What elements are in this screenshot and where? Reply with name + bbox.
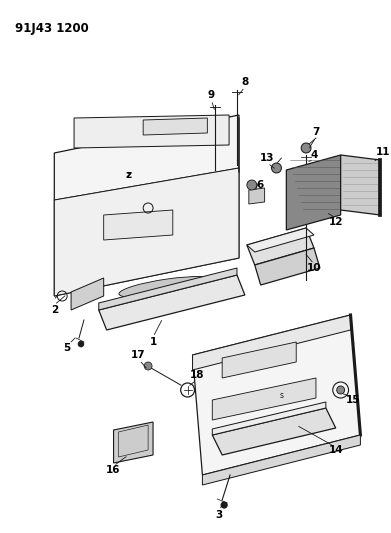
Circle shape xyxy=(144,362,152,370)
Text: 6: 6 xyxy=(256,180,263,190)
Polygon shape xyxy=(249,188,265,204)
Circle shape xyxy=(301,143,311,153)
Text: s: s xyxy=(280,391,283,400)
Text: 9: 9 xyxy=(208,90,215,100)
Polygon shape xyxy=(104,210,173,240)
Polygon shape xyxy=(192,315,350,370)
Polygon shape xyxy=(74,115,229,148)
Text: 2: 2 xyxy=(51,305,58,315)
Polygon shape xyxy=(203,435,361,485)
Text: 8: 8 xyxy=(241,77,249,87)
Polygon shape xyxy=(247,228,314,265)
Polygon shape xyxy=(212,378,316,420)
Polygon shape xyxy=(286,155,341,230)
Text: 13: 13 xyxy=(259,153,274,163)
Text: 12: 12 xyxy=(328,217,343,227)
Polygon shape xyxy=(255,248,320,285)
Text: 5: 5 xyxy=(63,343,71,353)
Circle shape xyxy=(271,163,282,173)
Text: 3: 3 xyxy=(215,510,223,520)
Polygon shape xyxy=(247,228,314,252)
Text: 18: 18 xyxy=(190,370,205,380)
Polygon shape xyxy=(99,268,237,310)
Circle shape xyxy=(247,180,257,190)
Polygon shape xyxy=(113,422,153,463)
Text: 17: 17 xyxy=(131,350,145,360)
Polygon shape xyxy=(192,315,361,475)
Text: 1: 1 xyxy=(149,337,157,347)
Text: 91J43 1200: 91J43 1200 xyxy=(15,22,88,35)
Polygon shape xyxy=(341,155,380,215)
Polygon shape xyxy=(54,115,239,296)
Polygon shape xyxy=(143,118,207,135)
Text: z: z xyxy=(126,171,131,180)
Polygon shape xyxy=(222,342,296,378)
Text: 10: 10 xyxy=(307,263,321,273)
Text: 15: 15 xyxy=(346,395,361,405)
Text: 14: 14 xyxy=(328,445,343,455)
Circle shape xyxy=(78,341,84,347)
Text: z: z xyxy=(125,170,131,180)
Circle shape xyxy=(337,386,344,394)
Circle shape xyxy=(221,502,227,508)
Polygon shape xyxy=(212,402,326,435)
Ellipse shape xyxy=(226,415,313,435)
Text: 4: 4 xyxy=(310,150,317,160)
Polygon shape xyxy=(99,275,245,330)
Text: 11: 11 xyxy=(376,147,390,157)
Polygon shape xyxy=(212,408,336,455)
Text: 7: 7 xyxy=(312,127,320,137)
Polygon shape xyxy=(54,168,239,296)
Polygon shape xyxy=(71,278,104,310)
Ellipse shape xyxy=(119,277,217,297)
Text: 16: 16 xyxy=(106,465,121,475)
